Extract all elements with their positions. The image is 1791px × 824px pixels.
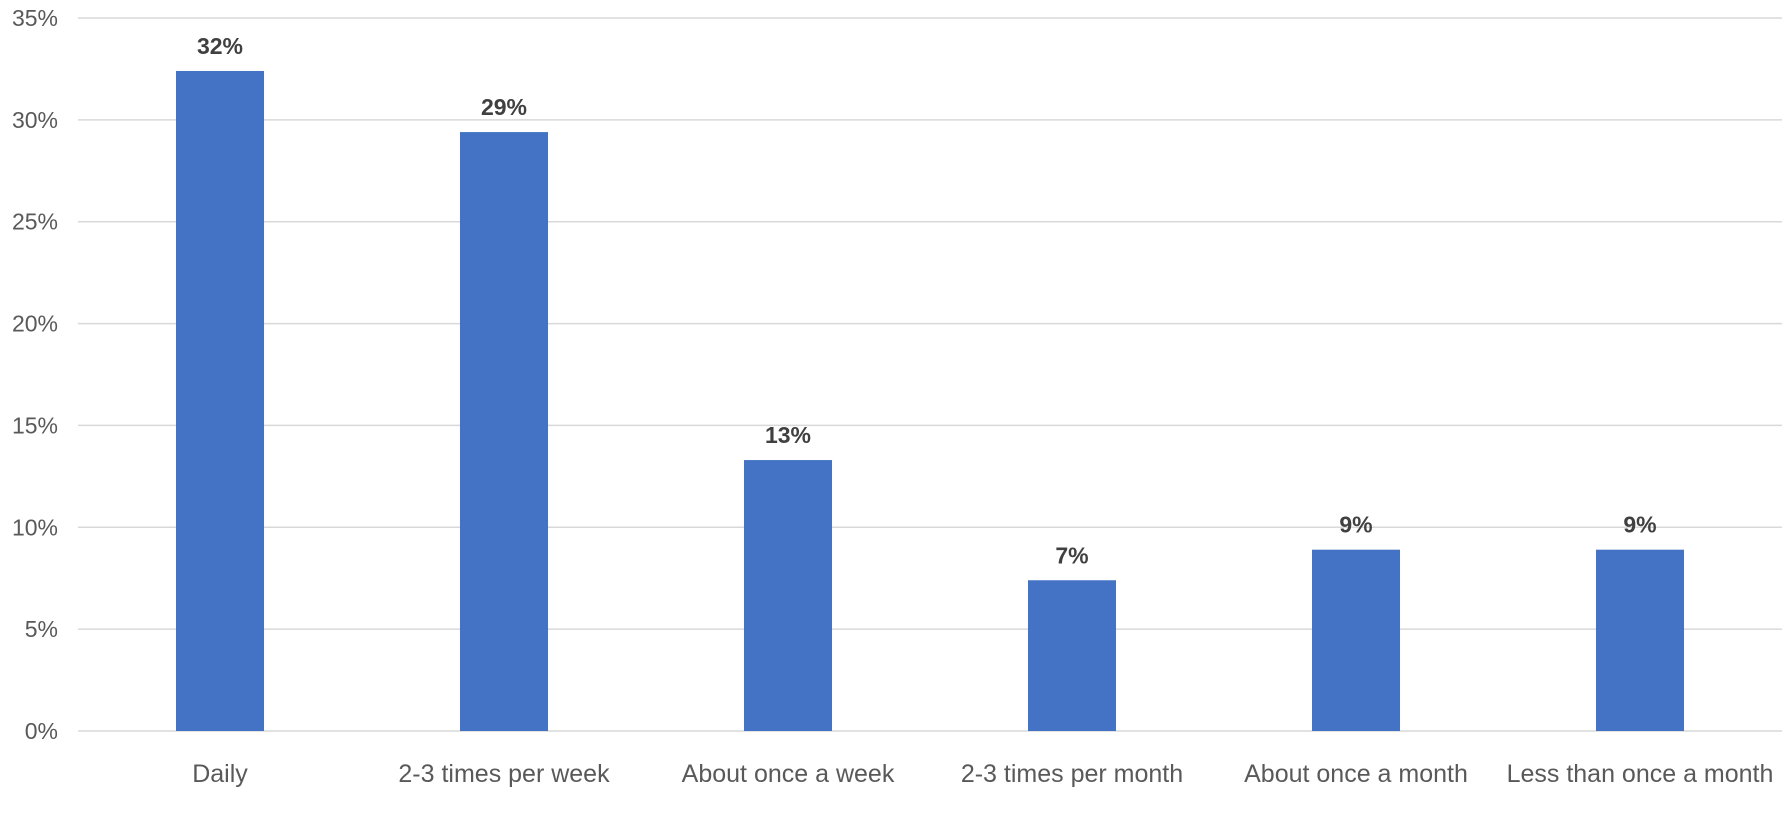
category-label: Daily [192, 760, 248, 788]
y-tick-label: 30% [12, 107, 58, 133]
data-label: 9% [1623, 512, 1656, 538]
data-labels: 32% 29% 13% 7% 9% 9% [197, 33, 1657, 568]
category-label: About once a month [1244, 760, 1468, 788]
data-label: 9% [1339, 512, 1372, 538]
data-label: 29% [481, 94, 527, 120]
data-label: 7% [1055, 542, 1088, 568]
y-tick-label: 35% [12, 5, 58, 31]
y-tick-label: 25% [12, 209, 58, 235]
bar [1311, 549, 1401, 731]
category-label: Less than once a month [1507, 760, 1774, 788]
data-label: 32% [197, 33, 243, 59]
bar [459, 132, 549, 731]
bar [1595, 549, 1685, 731]
y-tick-label: 0% [25, 718, 58, 744]
y-tick-label: 10% [12, 514, 58, 540]
category-label: 2-3 times per month [961, 760, 1183, 788]
y-tick-label: 5% [25, 616, 58, 642]
category-label: About once a week [682, 760, 895, 788]
data-label: 13% [765, 422, 811, 448]
y-axis-tick-labels: 0% 5% 10% 15% 20% 25% 30% 35% [12, 5, 58, 744]
gridlines [78, 17, 1782, 732]
category-labels: Daily 2-3 times per week About once a week… [192, 760, 1773, 788]
bars [175, 70, 1685, 732]
category-label: 2-3 times per week [398, 760, 610, 788]
bar [175, 70, 265, 732]
y-tick-label: 20% [12, 311, 58, 337]
bar [1027, 580, 1117, 731]
y-tick-label: 15% [12, 412, 58, 438]
bar [743, 460, 833, 731]
